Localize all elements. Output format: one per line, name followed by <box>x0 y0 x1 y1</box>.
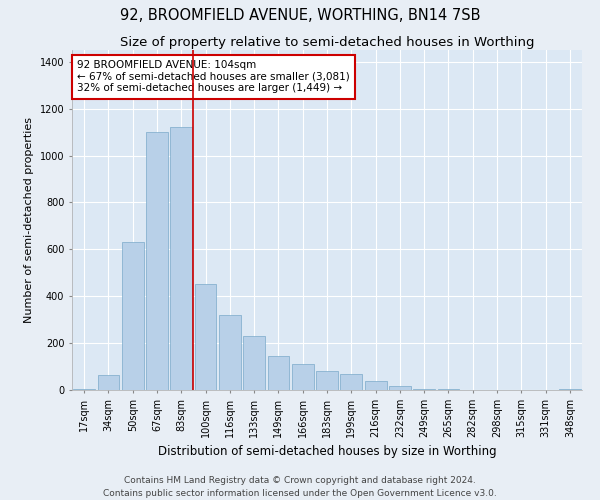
Bar <box>413 389 435 390</box>
Bar <box>292 364 314 390</box>
Title: Size of property relative to semi-detached houses in Worthing: Size of property relative to semi-detach… <box>120 36 534 49</box>
Bar <box>122 242 143 390</box>
Bar <box>73 389 95 390</box>
Bar <box>194 284 217 390</box>
Bar <box>243 336 265 390</box>
Bar <box>146 132 168 390</box>
Bar <box>268 356 289 390</box>
Bar <box>340 374 362 390</box>
Y-axis label: Number of semi-detached properties: Number of semi-detached properties <box>24 117 34 323</box>
Bar <box>170 128 192 390</box>
Bar <box>97 375 119 390</box>
Text: Contains HM Land Registry data © Crown copyright and database right 2024.
Contai: Contains HM Land Registry data © Crown c… <box>103 476 497 498</box>
Bar <box>365 380 386 390</box>
Text: 92 BROOMFIELD AVENUE: 104sqm
← 67% of semi-detached houses are smaller (3,081)
3: 92 BROOMFIELD AVENUE: 104sqm ← 67% of se… <box>77 60 350 94</box>
X-axis label: Distribution of semi-detached houses by size in Worthing: Distribution of semi-detached houses by … <box>158 446 496 458</box>
Bar <box>219 315 241 390</box>
Text: 92, BROOMFIELD AVENUE, WORTHING, BN14 7SB: 92, BROOMFIELD AVENUE, WORTHING, BN14 7S… <box>120 8 480 22</box>
Bar <box>316 371 338 390</box>
Bar <box>389 386 411 390</box>
